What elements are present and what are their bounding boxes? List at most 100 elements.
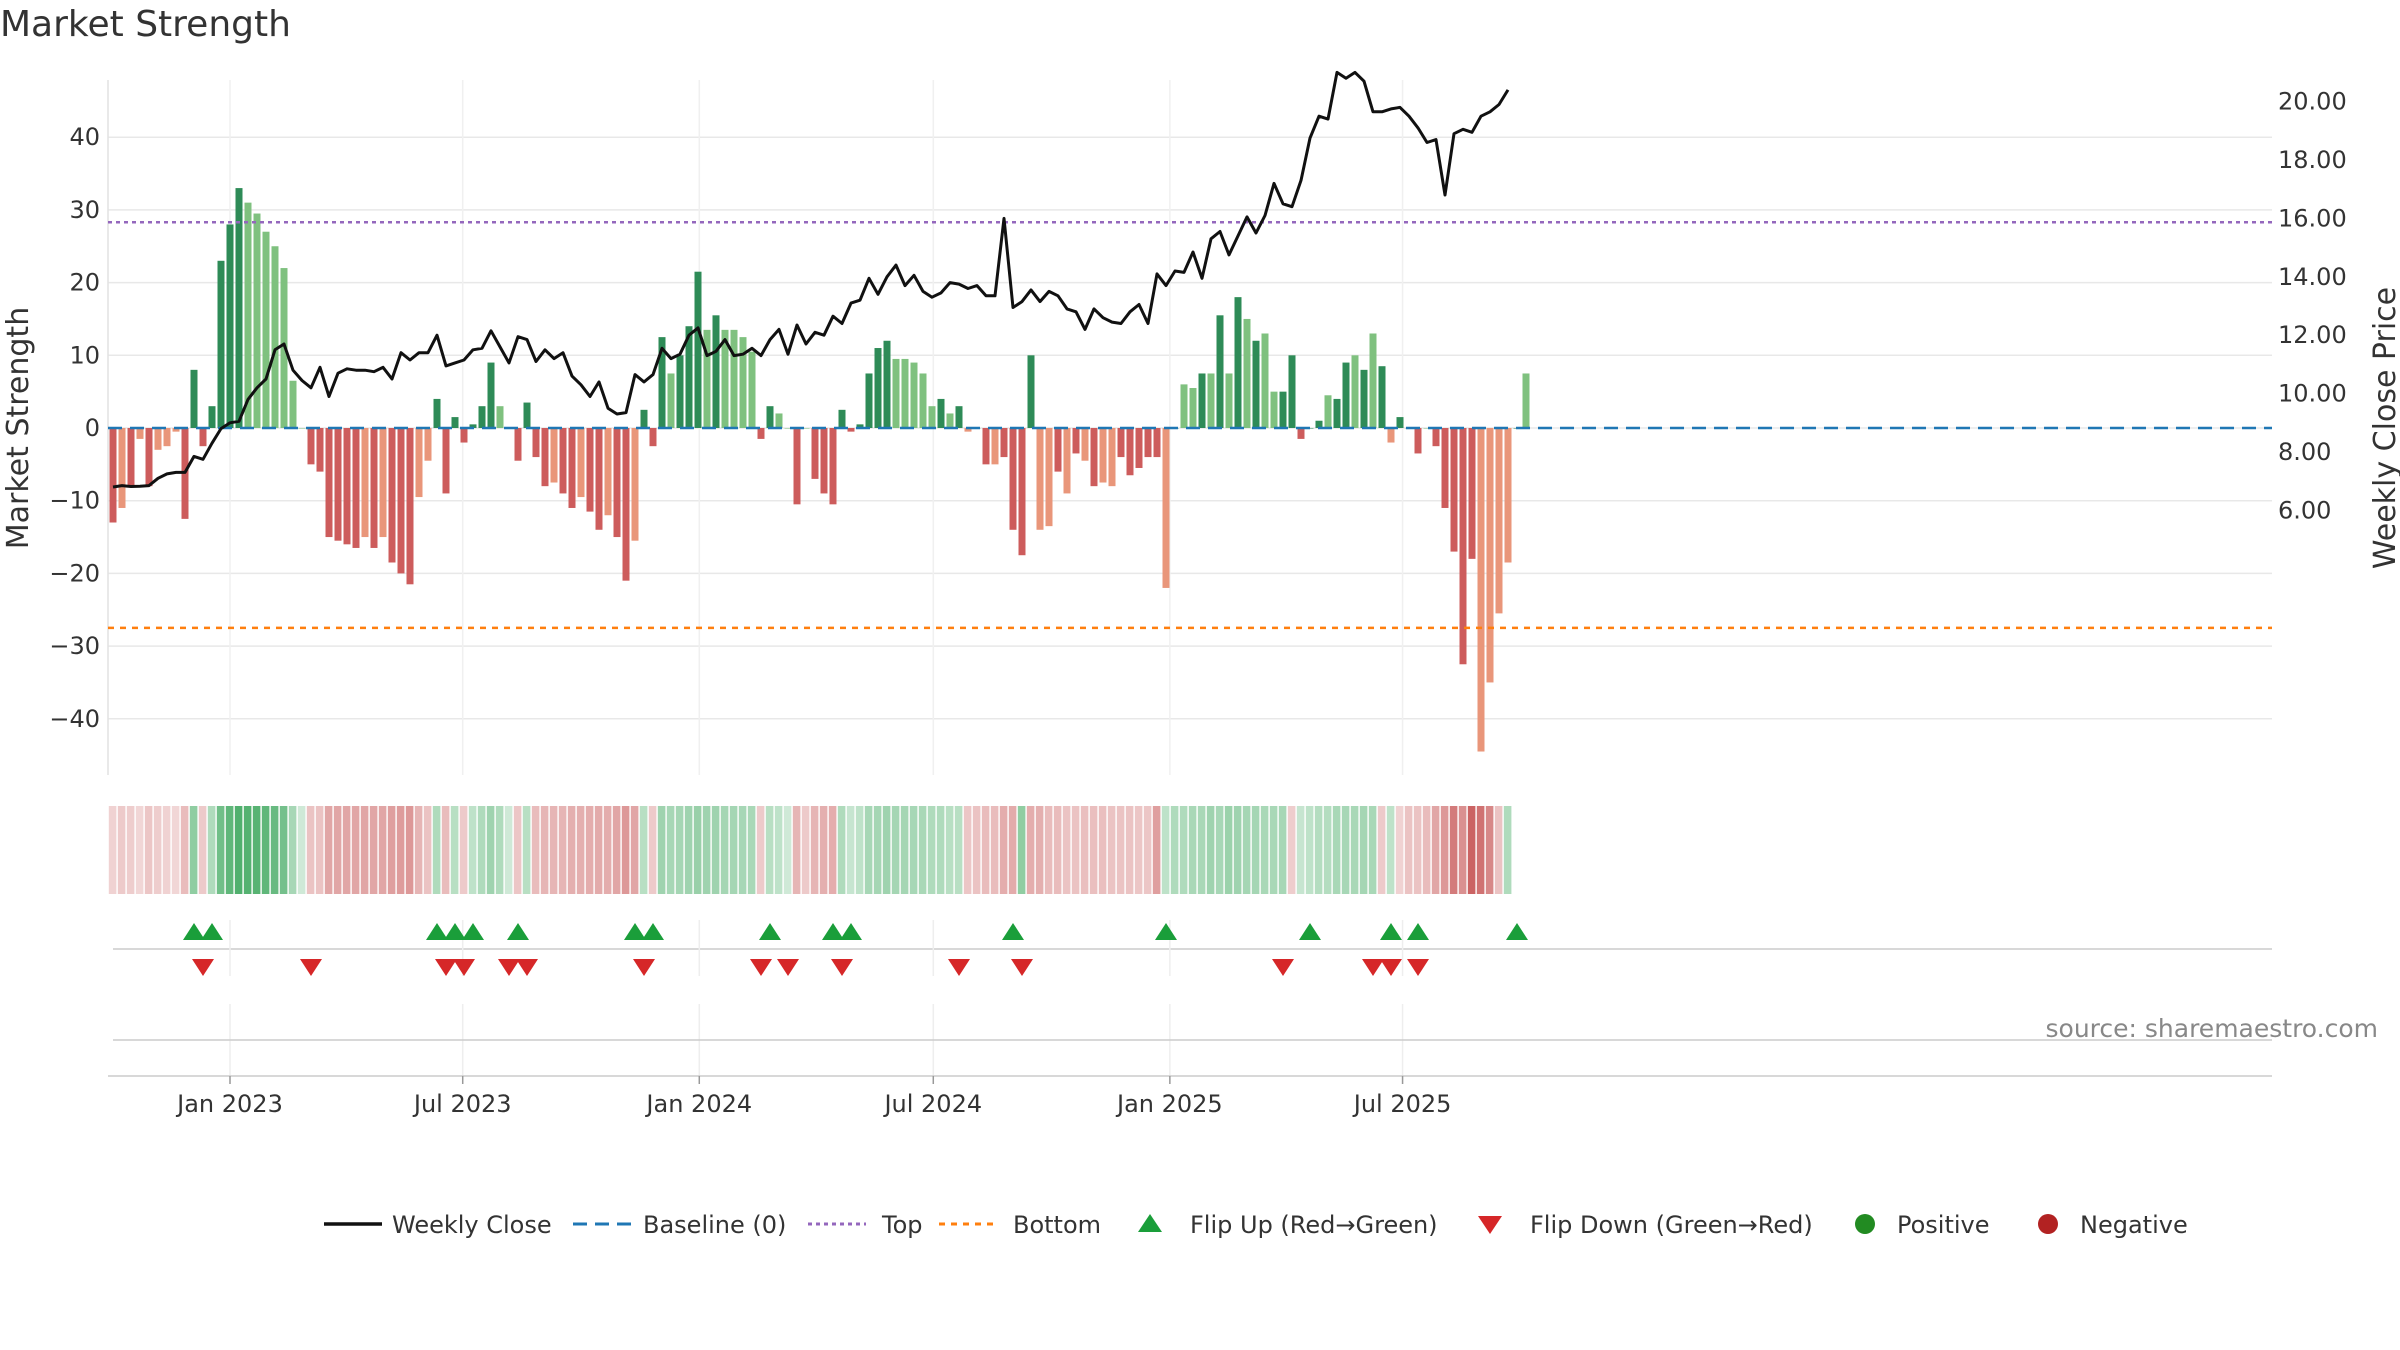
regime-band-cell [306, 806, 315, 894]
strength-bar [649, 428, 657, 447]
regime-band-cell [1440, 806, 1449, 894]
strength-bar [532, 428, 540, 458]
regime-band-cell [594, 806, 603, 894]
regime-band-cell [405, 806, 414, 894]
time-tick-label: Jul 2023 [412, 1090, 512, 1118]
y-left-tick-label: −30 [49, 632, 100, 660]
strength-bar [118, 428, 126, 508]
regime-band-cell [567, 806, 576, 894]
strength-bar [703, 329, 711, 428]
strength-bar [424, 428, 432, 461]
strength-bar [919, 373, 927, 428]
strength-bar [640, 409, 648, 428]
strength-bar [1396, 417, 1404, 428]
regime-band-cell [1188, 806, 1197, 894]
regime-band-cell [297, 806, 306, 894]
regime-band-cell [1089, 806, 1098, 894]
regime-band-cell [711, 806, 720, 894]
strength-bar [586, 428, 594, 512]
regime-band-cell [612, 806, 621, 894]
strength-bar [190, 369, 198, 428]
regime-band-cell [216, 806, 225, 894]
regime-band-cell [963, 806, 972, 894]
regime-band-cell [135, 806, 144, 894]
regime-band-cell [783, 806, 792, 894]
regime-band-cell [198, 806, 207, 894]
regime-band-cell [1017, 806, 1026, 894]
strength-bar [811, 428, 819, 479]
regime-band-cell [801, 806, 810, 894]
strength-bar [1072, 428, 1080, 454]
flip-up-marker [1002, 923, 1024, 940]
strength-bar [1153, 428, 1161, 458]
regime-band-cell [1080, 806, 1089, 894]
y-right-tick-label: 16.00 [2278, 204, 2347, 232]
regime-band-cell [1413, 806, 1422, 894]
regime-band-cell [1269, 806, 1278, 894]
strength-bar [1234, 297, 1242, 428]
regime-band-cell [837, 806, 846, 894]
strength-bar [838, 409, 846, 428]
y-right-tick-label: 14.00 [2278, 263, 2347, 291]
strength-bar [343, 428, 351, 545]
regime-band-cell [225, 806, 234, 894]
regime-band-cell [1161, 806, 1170, 894]
regime-band-cell [1368, 806, 1377, 894]
regime-band-cell [1404, 806, 1413, 894]
flip-down-marker [498, 959, 520, 976]
strength-bar [991, 428, 999, 465]
strength-bar [874, 348, 882, 428]
regime-band-cell [999, 806, 1008, 894]
regime-band-cell [342, 806, 351, 894]
y-left-tick-label: 0 [85, 414, 100, 442]
strength-bar [928, 406, 936, 428]
regime-band-cell [648, 806, 657, 894]
strength-bar [901, 358, 909, 428]
strength-bar [685, 326, 693, 428]
strength-bars [109, 188, 1530, 752]
regime-band-cell [1026, 806, 1035, 894]
strength-bar [667, 373, 675, 428]
strength-bar [1414, 428, 1422, 454]
strength-bar [325, 428, 333, 538]
strength-bar [307, 428, 315, 465]
regime-band-cell [1035, 806, 1044, 894]
strength-bar [568, 428, 576, 508]
flip-down-marker [831, 959, 853, 976]
strength-bar [433, 398, 441, 428]
strength-bar [1504, 428, 1512, 563]
legend-swatch-dot [2038, 1214, 2058, 1234]
strength-bar [397, 428, 405, 574]
regime-band-cell [1476, 806, 1485, 894]
chart-title: Market Strength [0, 4, 291, 45]
y-left-tick-label: −40 [49, 705, 100, 733]
regime-band-cell [495, 806, 504, 894]
flip-down-marker [516, 959, 538, 976]
flip-up-marker [444, 923, 466, 940]
regime-band-cell [531, 806, 540, 894]
regime-band-cell [846, 806, 855, 894]
regime-band-cell [765, 806, 774, 894]
regime-band-cell [1359, 806, 1368, 894]
regime-band-cell [693, 806, 702, 894]
regime-band-cell [1071, 806, 1080, 894]
strength-bar [1045, 428, 1053, 527]
strength-bar [352, 428, 360, 548]
regime-band-cell [1449, 806, 1458, 894]
y-right-tick-label: 10.00 [2278, 380, 2347, 408]
strength-bar [1342, 362, 1350, 428]
strength-bar [1099, 428, 1107, 483]
regime-band-cell [873, 806, 882, 894]
flip-up-marker [624, 923, 646, 940]
strength-bar [946, 413, 954, 428]
y-left-tick-label: −10 [49, 487, 100, 515]
strength-bar [1117, 428, 1125, 458]
regime-band-cell [972, 806, 981, 894]
flip-down-marker [1407, 959, 1429, 976]
regime-band-cell [1350, 806, 1359, 894]
regime-band-cell [270, 806, 279, 894]
regime-band-cell [1494, 806, 1503, 894]
regime-band-cell [639, 806, 648, 894]
regime-band-cell [117, 806, 126, 894]
strength-bar [721, 329, 729, 428]
